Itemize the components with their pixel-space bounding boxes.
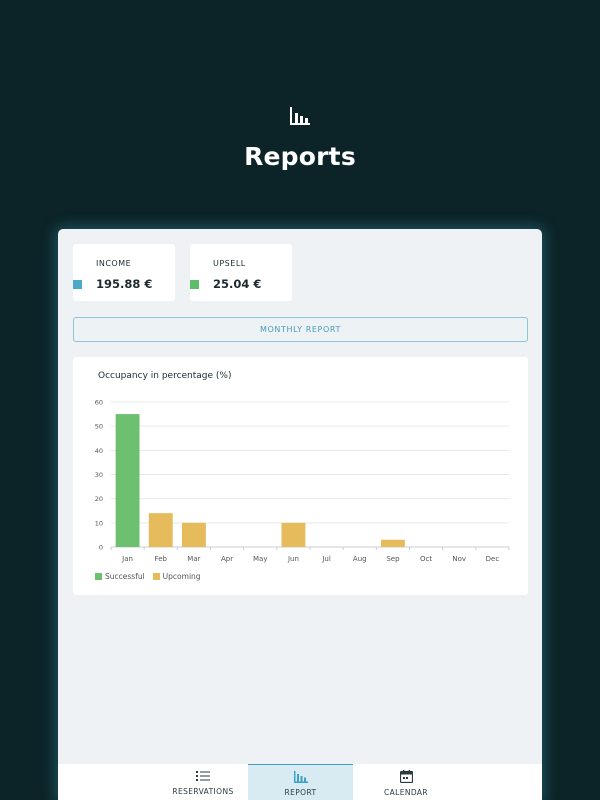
chart-legend: Successful Upcoming xyxy=(95,572,201,581)
tab-calendar-label: CALENDAR xyxy=(383,788,429,797)
bottom-nav: RESERVATIONS REPORT CALENDAR xyxy=(58,764,542,800)
x-tick-label: Apr xyxy=(221,555,233,563)
x-tick-label: Aug xyxy=(353,555,367,563)
y-tick-label: 30 xyxy=(95,471,103,479)
upsell-value: 25.04 € xyxy=(213,277,262,291)
x-tick-label: Jan xyxy=(121,555,133,563)
bar-upcoming-jun xyxy=(281,522,306,547)
x-tick-label: Jun xyxy=(287,555,299,563)
tab-reservations[interactable]: RESERVATIONS xyxy=(153,764,253,800)
x-tick-label: Nov xyxy=(452,555,466,563)
x-tick-label: Sep xyxy=(386,555,400,563)
x-tick-label: Mar xyxy=(187,555,200,563)
income-card: INCOME 195.88 € xyxy=(73,244,175,301)
x-tick-label: Jul xyxy=(321,555,331,563)
chart-title: Occupancy in percentage (%) xyxy=(98,371,232,381)
x-tick-label: Dec xyxy=(486,555,500,563)
upsell-swatch xyxy=(190,280,199,289)
tab-report[interactable]: REPORT xyxy=(248,764,353,800)
legend-successful-swatch xyxy=(95,573,102,580)
x-tick-label: Oct xyxy=(420,555,432,563)
x-tick-label: May xyxy=(253,555,267,563)
bar-chart-icon xyxy=(293,771,308,783)
calendar-icon xyxy=(399,770,413,783)
x-tick-label: Feb xyxy=(155,555,168,563)
bar-upcoming-sep xyxy=(380,539,405,547)
income-value: 195.88 € xyxy=(96,277,153,291)
upsell-label: UPSELL xyxy=(213,259,246,268)
legend-upcoming-swatch xyxy=(152,573,160,580)
occupancy-chart: 0 10 20 30 40 50 60 Jan Feb Mar Apr May Jun Jul Aug Sep… xyxy=(95,399,510,563)
occupancy-chart-card: Occupancy in percentage (%) 0 10 20 30 40 50 6… xyxy=(73,357,528,595)
y-tick-label: 20 xyxy=(95,495,103,503)
list-icon xyxy=(196,771,210,781)
bar-upcoming-feb xyxy=(148,513,173,547)
legend-upcoming-label: Upcoming xyxy=(162,572,201,581)
legend-upcoming: Upcoming xyxy=(152,572,201,581)
bar-upcoming-mar xyxy=(181,522,206,547)
bar-chart-icon xyxy=(290,107,310,125)
tab-reservations-label: RESERVATIONS xyxy=(172,787,234,796)
y-tick-label: 60 xyxy=(95,399,103,407)
income-swatch xyxy=(73,280,82,289)
y-tick-label: 50 xyxy=(95,423,103,431)
tab-calendar[interactable]: CALENDAR xyxy=(358,764,454,800)
upsell-card: UPSELL 25.04 € xyxy=(190,244,292,301)
legend-successful-label: Successful xyxy=(105,572,145,581)
legend-successful: Successful xyxy=(95,572,145,581)
y-tick-label: 10 xyxy=(95,519,103,527)
y-tick-label: 0 xyxy=(99,544,103,552)
y-tick-label: 40 xyxy=(95,447,103,455)
reports-panel: INCOME 195.88 € UPSELL 25.04 € MONTHLY R… xyxy=(58,229,542,800)
income-label: INCOME xyxy=(96,259,132,268)
bar-successful-jan xyxy=(115,414,140,547)
page-title: Reports xyxy=(244,142,356,171)
tab-report-label: REPORT xyxy=(284,788,317,797)
monthly-report-button[interactable]: MONTHLY REPORT xyxy=(73,317,528,342)
